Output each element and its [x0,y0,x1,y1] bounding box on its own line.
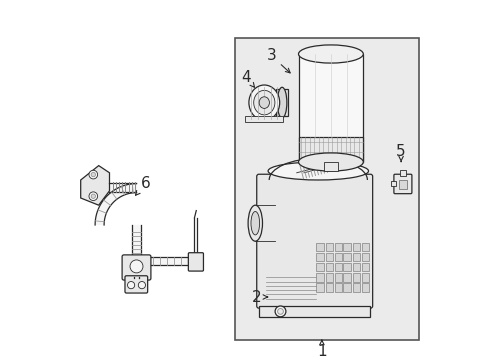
Bar [316,283,323,292]
FancyBboxPatch shape [122,255,151,280]
Bar [334,253,341,261]
Bar [316,263,323,271]
Ellipse shape [259,97,269,108]
Bar [352,273,359,282]
Bar [352,263,359,271]
Bar [352,283,359,292]
Bar [361,243,368,251]
Bar [334,273,341,282]
Bar [334,283,341,292]
Bar [390,181,395,186]
Circle shape [275,306,285,317]
FancyBboxPatch shape [188,253,203,271]
Bar [343,253,350,261]
Bar [325,243,332,251]
Ellipse shape [298,153,363,171]
Bar [235,38,418,340]
Text: 6: 6 [135,176,150,195]
Text: 2: 2 [252,289,267,305]
Ellipse shape [250,211,259,235]
Bar [343,243,350,251]
Text: 4: 4 [241,70,254,87]
Ellipse shape [298,45,363,63]
Polygon shape [81,166,109,205]
FancyBboxPatch shape [256,174,372,308]
Bar [352,243,359,251]
Bar [334,263,341,271]
Circle shape [277,309,283,314]
Bar [325,273,332,282]
Bar [352,253,359,261]
FancyBboxPatch shape [125,276,147,293]
Bar [343,263,350,271]
Ellipse shape [267,162,368,180]
Bar [316,253,323,261]
Bar [245,116,283,122]
Bar [361,273,368,282]
Bar [325,253,332,261]
Bar [343,283,350,292]
Bar [334,243,341,251]
Ellipse shape [253,90,274,115]
Bar [316,273,323,282]
Bar [361,283,368,292]
Bar [298,137,363,162]
Ellipse shape [247,205,262,241]
Bar [323,162,337,171]
Bar [343,273,350,282]
Bar [298,54,363,162]
Ellipse shape [277,87,286,118]
Ellipse shape [248,85,279,120]
Bar [361,263,368,271]
Bar [258,306,370,317]
Polygon shape [95,184,136,225]
Circle shape [138,282,145,289]
Bar [316,243,323,251]
Bar [325,283,332,292]
Text: 5: 5 [395,144,405,162]
Bar [276,89,287,116]
Text: 3: 3 [266,48,289,73]
Bar [361,253,368,261]
Circle shape [127,282,134,289]
Bar [398,180,407,189]
FancyBboxPatch shape [393,174,411,194]
Circle shape [130,260,142,273]
Text: 1: 1 [316,340,326,359]
Bar [325,263,332,271]
Bar [399,170,405,176]
Circle shape [89,192,98,201]
Circle shape [91,194,95,198]
Circle shape [89,170,98,179]
Circle shape [91,172,95,177]
